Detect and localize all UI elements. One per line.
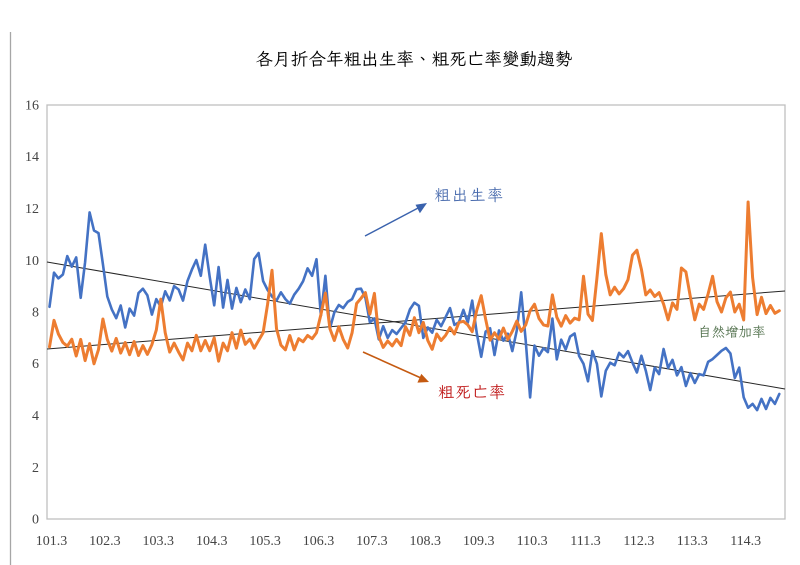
svg-text:12: 12 xyxy=(25,202,39,217)
svg-text:10: 10 xyxy=(25,254,39,269)
svg-text:6: 6 xyxy=(32,357,39,372)
svg-text:109.3: 109.3 xyxy=(463,534,495,549)
svg-text:114.3: 114.3 xyxy=(730,534,761,549)
svg-text:16: 16 xyxy=(25,99,39,114)
svg-text:111.3: 111.3 xyxy=(570,534,600,549)
svg-text:103.3: 103.3 xyxy=(143,534,175,549)
svg-text:113.3: 113.3 xyxy=(677,534,708,549)
svg-text:105.3: 105.3 xyxy=(249,534,281,549)
svg-text:108.3: 108.3 xyxy=(410,534,442,549)
svg-text:4: 4 xyxy=(32,409,39,424)
svg-text:107.3: 107.3 xyxy=(356,534,388,549)
svg-text:110.3: 110.3 xyxy=(517,534,548,549)
svg-text:0: 0 xyxy=(32,513,39,528)
svg-text:106.3: 106.3 xyxy=(303,534,335,549)
svg-text:8: 8 xyxy=(32,306,39,321)
svg-text:104.3: 104.3 xyxy=(196,534,228,549)
svg-text:101.3: 101.3 xyxy=(36,534,68,549)
svg-text:14: 14 xyxy=(25,150,39,165)
svg-text:112.3: 112.3 xyxy=(623,534,654,549)
svg-text:102.3: 102.3 xyxy=(89,534,121,549)
svg-text:2: 2 xyxy=(32,461,39,476)
